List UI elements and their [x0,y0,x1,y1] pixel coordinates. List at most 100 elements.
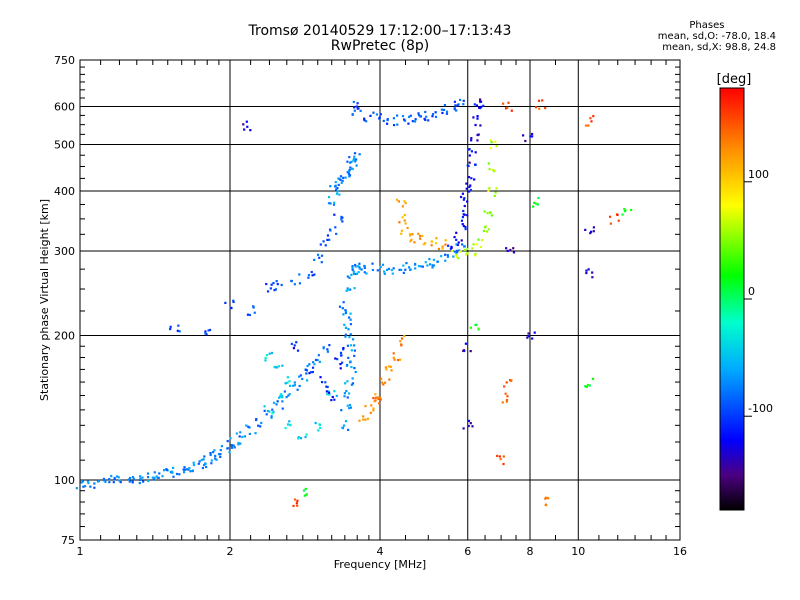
data-point [212,451,215,454]
data-point [128,476,132,480]
data-point [483,210,486,213]
data-point [609,222,612,225]
data-point [468,161,471,164]
data-point [333,213,336,216]
data-point [402,264,405,267]
data-point [178,330,181,333]
data-point [470,177,473,180]
data-point [495,145,498,148]
data-point [419,115,422,118]
data-point [188,466,191,470]
data-point [463,248,466,252]
data-point [259,425,262,428]
data-point [447,244,450,247]
data-point [478,98,482,101]
data-point [490,214,493,217]
data-point [169,471,172,474]
data-point [292,504,295,508]
data-point [200,458,203,462]
data-point [297,436,300,439]
data-point [445,110,449,113]
data-point [474,254,477,257]
data-point [296,388,299,391]
data-point [326,385,329,389]
data-point [461,243,464,246]
data-point [467,424,470,428]
data-point [533,201,536,204]
data-point [210,462,213,465]
data-point [421,265,424,268]
data-point [617,219,620,222]
data-point [538,107,541,110]
data-point [374,396,377,399]
data-point [333,390,336,393]
data-point [252,305,255,308]
data-point [237,441,240,445]
data-point [630,208,633,212]
data-point [432,258,436,261]
data-point [398,358,402,361]
data-point [131,481,134,484]
data-point [467,190,471,193]
data-point [203,455,206,458]
data-point [487,228,490,231]
data-point [383,381,387,384]
data-point [363,117,366,120]
data-point [341,307,344,310]
data-point [409,234,412,237]
data-point [403,334,406,338]
data-point [324,381,327,384]
data-point [510,379,513,382]
data-point [349,288,352,291]
data-point [304,368,308,372]
data-point [292,384,295,387]
data-point [495,454,499,458]
data-point [290,342,293,346]
data-point [131,476,135,479]
y-tick-label: 600 [54,101,75,114]
data-point [147,479,150,483]
data-point [348,174,352,177]
data-point [230,443,233,447]
data-point [128,480,131,483]
data-point [342,176,345,179]
data-point [290,279,293,283]
data-point [243,435,247,438]
data-point [544,504,547,507]
data-point [210,459,213,462]
data-point [274,366,277,369]
data-point [456,243,459,247]
data-point [418,234,422,238]
data-point [255,417,258,421]
data-point [589,230,593,233]
data-point [585,269,588,272]
data-point [351,167,354,171]
data-point [305,379,309,382]
data-point [113,476,116,480]
data-point [534,106,538,109]
data-point [486,212,489,215]
data-point [243,128,246,131]
data-point [456,104,459,107]
data-point [301,377,304,381]
data-point [437,247,441,251]
data-point [311,370,314,374]
grid-lines [80,60,680,540]
data-point [392,117,396,120]
data-point [328,393,331,396]
data-point [355,164,358,167]
data-point [468,154,471,157]
data-point [419,265,422,268]
data-point [350,365,353,369]
data-point [392,123,396,127]
data-point [204,330,207,333]
data-point [521,134,525,137]
x-tick-label: 6 [464,545,471,558]
data-point [352,158,356,161]
data-point [395,198,399,201]
data-point [305,372,308,375]
data-point [339,363,342,366]
data-point [372,407,375,410]
data-point [275,280,278,283]
data-point [197,462,200,465]
